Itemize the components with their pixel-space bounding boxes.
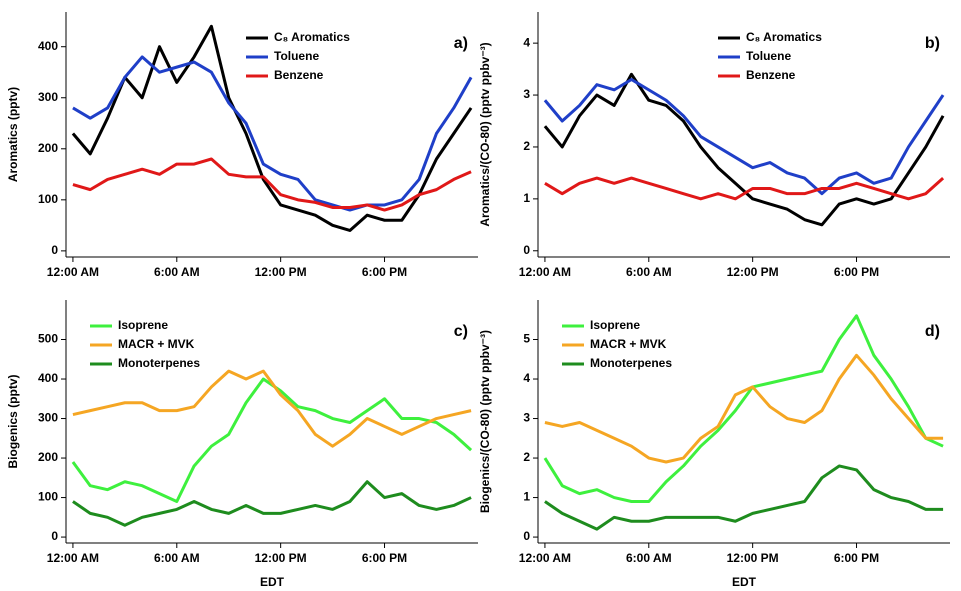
x-tick-label: 12:00 AM — [47, 551, 99, 565]
y-tick-label: 5 — [523, 332, 530, 346]
y-tick-label: 2 — [523, 139, 530, 153]
y-tick-label: 4 — [523, 35, 530, 49]
panel-label: a) — [454, 35, 468, 52]
y-tick-label: 300 — [38, 90, 58, 104]
y-tick-label: 100 — [38, 490, 58, 504]
x-tick-label: 6:00 AM — [154, 551, 200, 565]
series-line — [544, 464, 944, 531]
x-tick-label: 6:00 PM — [362, 265, 407, 279]
x-tick-label: 12:00 AM — [47, 265, 99, 279]
panel-label: b) — [925, 35, 940, 52]
legend-label: Isoprene — [118, 318, 168, 332]
legend-label: C₈ Aromatics — [746, 30, 822, 44]
legend-label: Toluene — [746, 49, 791, 63]
x-tick-label: 6:00 PM — [834, 551, 879, 565]
series-line — [544, 176, 945, 201]
x-tick-label: 12:00 PM — [255, 265, 307, 279]
series-line — [71, 24, 473, 232]
x-axis-label: EDT — [260, 575, 285, 589]
x-tick-label: 12:00 PM — [727, 265, 779, 279]
series-line — [543, 72, 945, 227]
legend-label: Benzene — [274, 68, 324, 82]
legend-label: C₈ Aromatics — [274, 30, 350, 44]
y-tick-label: 300 — [38, 411, 58, 425]
x-tick-label: 6:00 AM — [626, 265, 672, 279]
series-line — [72, 480, 472, 527]
y-tick-label: 0 — [523, 529, 530, 543]
y-tick-label: 500 — [38, 332, 58, 346]
legend-label: Monoterpenes — [118, 356, 200, 370]
legend-label: Toluene — [274, 49, 319, 63]
series-line — [543, 314, 944, 504]
x-tick-label: 6:00 AM — [626, 551, 672, 565]
y-tick-label: 2 — [523, 450, 530, 464]
x-tick-label: 12:00 AM — [519, 265, 571, 279]
series-line — [544, 353, 944, 464]
x-tick-label: 6:00 PM — [362, 551, 407, 565]
y-tick-label: 1 — [523, 490, 530, 504]
y-tick-label: 200 — [38, 141, 58, 155]
y-tick-label: 1 — [523, 191, 530, 205]
x-tick-label: 12:00 PM — [727, 551, 779, 565]
legend-label: Benzene — [746, 68, 796, 82]
series-line — [72, 157, 472, 212]
y-tick-label: 3 — [523, 87, 530, 101]
y-axis-label: Biogenics/(CO-80) (pptv ppbv⁻³) — [478, 330, 492, 513]
x-tick-label: 12:00 AM — [519, 551, 571, 565]
y-tick-label: 0 — [51, 529, 58, 543]
legend-label: MACR + MVK — [590, 337, 667, 351]
y-tick-label: 200 — [38, 450, 58, 464]
panel-label: d) — [925, 323, 940, 340]
x-tick-label: 12:00 PM — [255, 551, 307, 565]
series-line — [71, 377, 473, 504]
y-tick-label: 100 — [38, 192, 58, 206]
x-tick-label: 6:00 AM — [154, 265, 200, 279]
x-tick-label: 6:00 PM — [834, 265, 879, 279]
y-axis-label: Aromatics/(CO-80) (pptv ppbv⁻³) — [478, 42, 492, 226]
panel-label: c) — [454, 323, 468, 340]
y-tick-label: 400 — [38, 371, 58, 385]
series-line — [72, 369, 472, 448]
y-axis-label: Aromatics (pptv) — [6, 87, 20, 182]
y-tick-label: 0 — [523, 243, 530, 257]
series-line — [543, 77, 945, 196]
legend-label: MACR + MVK — [118, 337, 195, 351]
legend-label: Monoterpenes — [590, 356, 672, 370]
y-tick-label: 3 — [523, 411, 530, 425]
y-axis-label: Biogenics (pptv) — [6, 374, 20, 468]
y-tick-label: 0 — [51, 243, 58, 257]
series-line — [72, 55, 473, 212]
legend-label: Isoprene — [590, 318, 640, 332]
y-tick-label: 4 — [523, 371, 530, 385]
x-axis-label: EDT — [732, 575, 757, 589]
y-tick-label: 400 — [38, 39, 58, 53]
